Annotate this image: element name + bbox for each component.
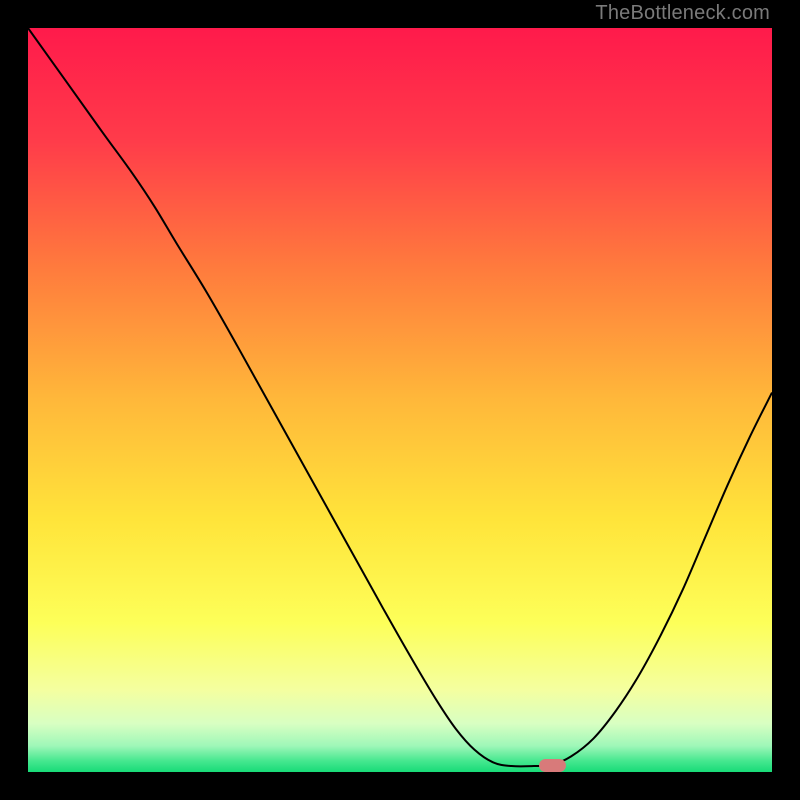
optimal-point-marker [539, 759, 566, 772]
plot-area [28, 28, 772, 772]
watermark-text: TheBottleneck.com [595, 2, 770, 25]
bottleneck-curve [28, 28, 772, 772]
chart-frame: TheBottleneck.com [0, 0, 800, 800]
